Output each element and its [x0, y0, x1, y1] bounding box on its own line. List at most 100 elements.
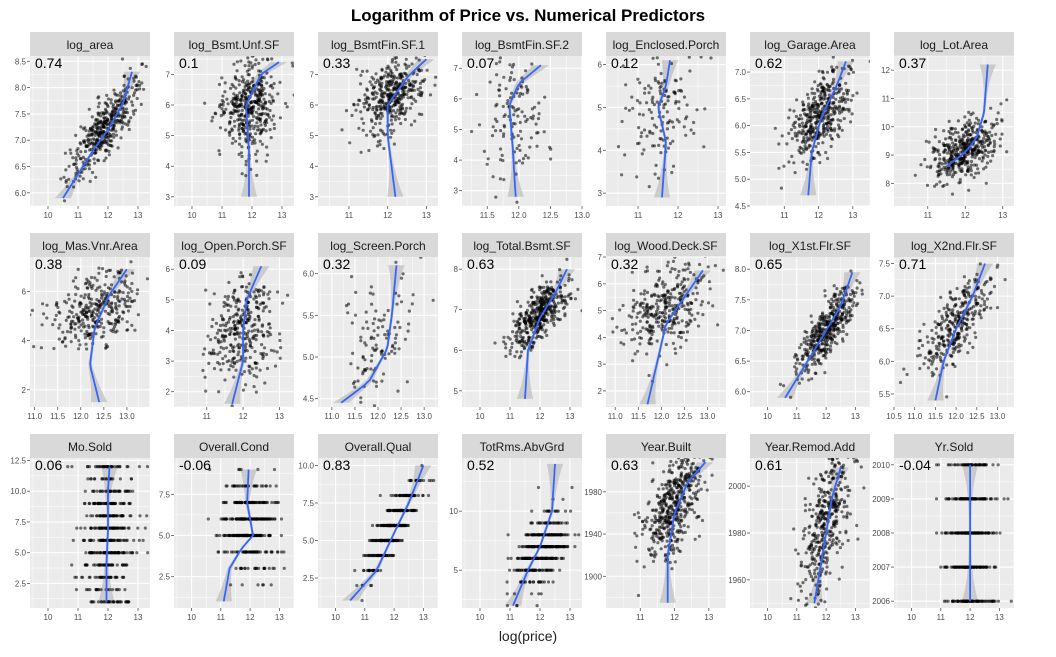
- data-point: [356, 103, 359, 106]
- data-point: [133, 329, 136, 332]
- x-tick-label: 12: [961, 211, 970, 220]
- data-point: [833, 293, 836, 296]
- data-point: [278, 332, 281, 335]
- data-point: [659, 151, 662, 154]
- data-point: [238, 275, 241, 278]
- data-point: [662, 106, 665, 109]
- data-point: [940, 168, 943, 171]
- data-point: [974, 122, 977, 125]
- data-point: [376, 334, 379, 337]
- data-point: [120, 128, 123, 131]
- data-point: [523, 329, 526, 332]
- data-point: [269, 109, 272, 112]
- data-point: [942, 158, 945, 161]
- x-tick-label: 13: [566, 412, 575, 421]
- data-point: [279, 346, 282, 349]
- data-point: [512, 113, 515, 116]
- data-point: [680, 90, 683, 93]
- data-point: [381, 69, 384, 72]
- data-point: [677, 89, 680, 92]
- data-point: [224, 335, 227, 338]
- data-point: [365, 134, 368, 137]
- data-point: [519, 354, 522, 357]
- data-point: [989, 160, 992, 163]
- data-point: [248, 365, 251, 368]
- data-point: [664, 312, 667, 315]
- data-point: [677, 321, 680, 324]
- data-point: [519, 305, 522, 308]
- data-point: [234, 369, 237, 372]
- y-tick-label: 7: [454, 64, 459, 73]
- data-point: [826, 84, 829, 87]
- data-point: [257, 69, 260, 72]
- data-point: [353, 386, 356, 389]
- data-point: [823, 135, 826, 138]
- data-point: [244, 357, 247, 360]
- data-point: [406, 90, 409, 93]
- data-point: [499, 147, 502, 150]
- data-point: [233, 324, 236, 327]
- data-point: [232, 92, 235, 95]
- data-point: [245, 321, 248, 324]
- data-point: [263, 381, 266, 384]
- data-point: [830, 303, 833, 306]
- data-point: [96, 279, 99, 282]
- data-point: [133, 80, 136, 83]
- data-point: [823, 77, 826, 80]
- data-point: [381, 115, 384, 118]
- data-point: [221, 357, 224, 360]
- data-point: [659, 137, 662, 140]
- data-point: [524, 154, 527, 157]
- y-tick-label: 12: [881, 66, 890, 75]
- data-point: [954, 154, 957, 157]
- data-point: [511, 312, 514, 315]
- data-point: [660, 323, 663, 326]
- data-point: [658, 295, 661, 298]
- y-tick-label: 7.0: [735, 326, 747, 335]
- data-point: [685, 321, 688, 324]
- data-point: [671, 120, 674, 123]
- data-point: [248, 282, 251, 285]
- data-point: [993, 149, 996, 152]
- data-point: [110, 283, 113, 286]
- data-point: [518, 149, 521, 152]
- data-point: [944, 148, 947, 151]
- data-point: [539, 335, 542, 338]
- data-point: [804, 124, 807, 127]
- data-point: [679, 77, 682, 80]
- data-point: [651, 132, 654, 135]
- data-point: [222, 110, 225, 113]
- data-point: [657, 325, 660, 328]
- data-point: [146, 277, 149, 280]
- data-point: [382, 132, 385, 135]
- x-tick-label: 12: [239, 412, 248, 421]
- data-point: [837, 87, 840, 90]
- data-point: [238, 91, 241, 94]
- data-point: [557, 302, 560, 305]
- data-point: [552, 300, 555, 303]
- data-point: [107, 97, 110, 100]
- data-point: [256, 150, 259, 153]
- data-point: [950, 155, 953, 158]
- data-point: [658, 270, 661, 273]
- data-point: [352, 382, 355, 385]
- data-point: [352, 103, 355, 106]
- y-tick-label: 6.0: [15, 189, 27, 198]
- data-point: [993, 142, 996, 145]
- data-point: [549, 280, 552, 283]
- data-point: [249, 311, 252, 314]
- data-point: [774, 127, 777, 130]
- data-point: [509, 76, 512, 79]
- data-point: [68, 315, 71, 318]
- data-point: [426, 69, 429, 72]
- data-point: [527, 156, 530, 159]
- data-point: [839, 317, 842, 320]
- data-point: [963, 275, 966, 278]
- data-point: [384, 71, 387, 74]
- y-tick-label: 3: [310, 193, 315, 202]
- data-point: [669, 270, 672, 273]
- correlation-label: 0.63: [467, 256, 494, 272]
- data-point: [410, 88, 413, 91]
- data-point: [816, 117, 819, 120]
